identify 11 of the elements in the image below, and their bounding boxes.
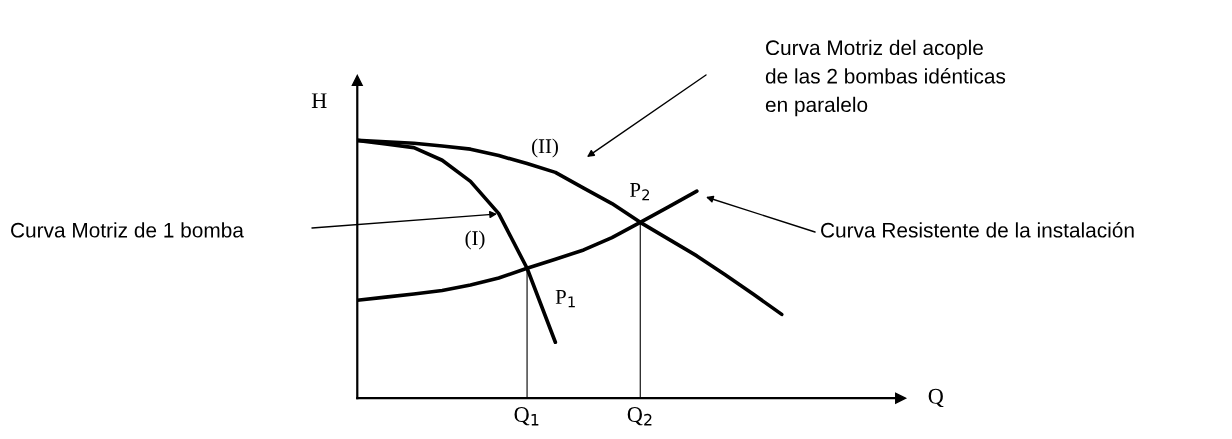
x-tick-label: Q$_{1}$ [514,407,539,426]
annotation: P$_{1}$ [555,290,575,308]
annotation: (I) [465,230,485,250]
annotation: (II) [532,138,558,158]
x-axis-title: Q [928,388,944,408]
y-axis-title: H [311,93,327,108]
text: Curva Motriz del acople de las 2 bombas idénticas en paralelo [765,39,1006,117]
annotation: Curva Resistente de la instalación [821,222,1134,238]
text: Curva Motriz de 1 bomba [11,222,244,238]
x-tick-label: Q$_{2}$ [627,407,652,426]
annotation: P$_{2}$ [630,183,650,201]
